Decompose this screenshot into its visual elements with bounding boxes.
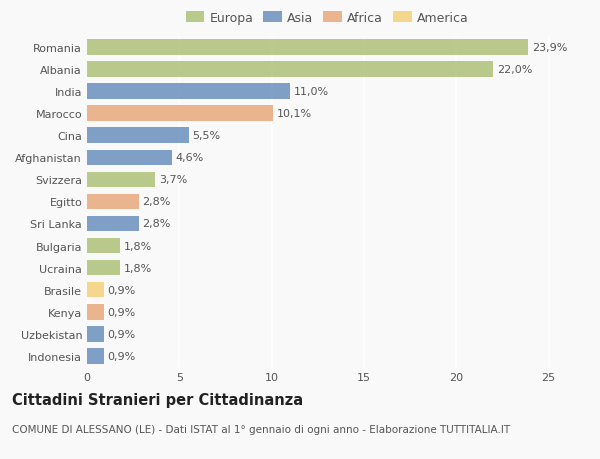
Bar xyxy=(87,194,139,210)
Bar xyxy=(87,150,172,166)
Bar xyxy=(87,172,155,188)
Bar xyxy=(87,106,274,122)
Bar xyxy=(87,304,104,320)
Text: 0,9%: 0,9% xyxy=(107,329,136,339)
Bar xyxy=(87,128,188,144)
Text: COMUNE DI ALESSANO (LE) - Dati ISTAT al 1° gennaio di ogni anno - Elaborazione T: COMUNE DI ALESSANO (LE) - Dati ISTAT al … xyxy=(12,425,510,435)
Bar xyxy=(87,84,290,100)
Text: 11,0%: 11,0% xyxy=(294,87,329,97)
Text: 0,9%: 0,9% xyxy=(107,285,136,295)
Text: 0,9%: 0,9% xyxy=(107,307,136,317)
Bar xyxy=(87,282,104,298)
Bar xyxy=(87,348,104,364)
Text: 10,1%: 10,1% xyxy=(277,109,312,119)
Text: 0,9%: 0,9% xyxy=(107,351,136,361)
Text: 3,7%: 3,7% xyxy=(159,175,187,185)
Text: 5,5%: 5,5% xyxy=(192,131,220,141)
Text: 4,6%: 4,6% xyxy=(176,153,204,163)
Bar xyxy=(87,238,120,254)
Bar xyxy=(87,326,104,342)
Bar xyxy=(87,62,493,78)
Text: 23,9%: 23,9% xyxy=(532,43,567,53)
Text: 1,8%: 1,8% xyxy=(124,241,152,251)
Text: 2,8%: 2,8% xyxy=(142,219,171,229)
Bar xyxy=(87,260,120,276)
Bar xyxy=(87,40,528,56)
Text: 1,8%: 1,8% xyxy=(124,263,152,273)
Bar xyxy=(87,216,139,232)
Text: 22,0%: 22,0% xyxy=(497,65,532,75)
Legend: Europa, Asia, Africa, America: Europa, Asia, Africa, America xyxy=(183,9,471,27)
Text: Cittadini Stranieri per Cittadinanza: Cittadini Stranieri per Cittadinanza xyxy=(12,392,303,408)
Text: 2,8%: 2,8% xyxy=(142,197,171,207)
